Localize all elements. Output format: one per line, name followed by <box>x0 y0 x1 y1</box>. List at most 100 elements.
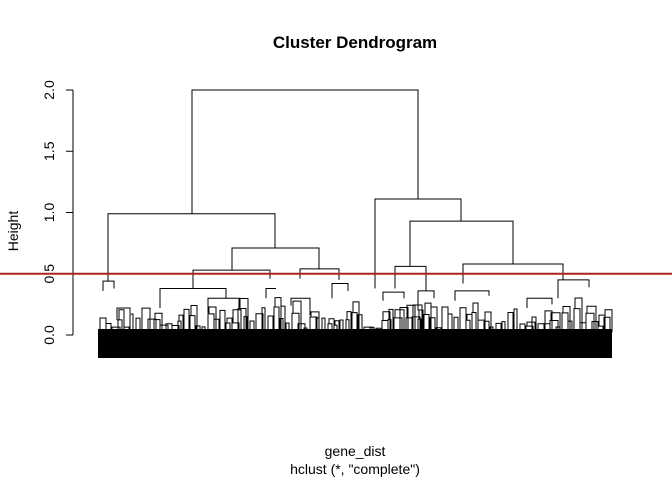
leaf-merge <box>393 317 403 335</box>
right-b-sub2 <box>526 297 553 309</box>
leaf-merge <box>603 316 611 335</box>
left-a-sub3 <box>265 287 276 299</box>
leaf-merge <box>147 318 157 335</box>
leaf-merge <box>339 319 344 335</box>
left-far-sub2 <box>116 307 131 321</box>
leaf-merge <box>135 317 141 335</box>
leaf-merge <box>405 317 414 335</box>
leaf-merge <box>574 297 583 333</box>
leaf-merge <box>129 313 134 335</box>
right-sub-merge <box>409 220 514 267</box>
leaf-merge <box>567 320 573 335</box>
leaf-merge <box>598 314 606 333</box>
right-main-merge <box>374 198 462 289</box>
leaf-merge <box>183 308 190 335</box>
leaf-merge <box>412 304 423 333</box>
left-b-sub <box>290 297 311 316</box>
y-tick-label: 2.0 <box>41 80 57 100</box>
y-tick-label: 1.5 <box>41 141 57 161</box>
left-a-sub2 <box>207 297 241 313</box>
leaf-merge <box>267 315 274 335</box>
leaf-merge <box>544 310 553 333</box>
dendrogram-branches <box>99 89 613 335</box>
leaf-merge <box>280 305 286 333</box>
leaf-merge <box>309 316 318 335</box>
leaf-merge <box>388 308 394 333</box>
right-a-merge <box>394 265 427 291</box>
leaf-merge <box>351 312 358 335</box>
leaf-band <box>98 329 612 358</box>
leaf-merge <box>501 321 506 335</box>
leaf-merge <box>352 301 360 333</box>
left-b-sub2 <box>331 283 349 299</box>
root-merge <box>191 89 419 214</box>
leaf-merge <box>549 319 559 335</box>
leaf-merge <box>237 307 247 335</box>
leaf-merge <box>507 312 514 335</box>
leaf-merge <box>345 319 350 335</box>
leaf-merge <box>334 320 340 333</box>
y-axis: 0.00.51.01.52.0 <box>41 80 74 345</box>
y-tick-label: 0.0 <box>41 325 57 345</box>
leaf-merge <box>238 297 249 333</box>
leaf-merge <box>423 313 430 335</box>
leaf-merge <box>382 311 391 333</box>
y-tick-label: 1.0 <box>41 203 57 223</box>
leaf-merge <box>213 318 220 335</box>
leaf-merge <box>465 319 471 335</box>
leaf-merge <box>189 315 196 335</box>
leaf-merge <box>261 307 266 335</box>
leaf-merge <box>232 309 242 333</box>
leaf-merge <box>117 319 123 335</box>
leaf-merge <box>118 309 125 333</box>
leaf-merge <box>526 321 536 333</box>
leaf-merge <box>429 317 436 335</box>
dendrogram-leaves <box>98 329 612 358</box>
y-axis-label: Height <box>5 211 21 252</box>
leaf-merge <box>346 311 352 333</box>
leaf-merge <box>562 306 571 333</box>
chart-title: Cluster Dendrogram <box>273 33 437 52</box>
right-a-sub2 <box>417 290 435 311</box>
leaf-merge <box>190 305 198 333</box>
leaf-merge <box>471 312 477 335</box>
leaf-merge <box>447 313 453 335</box>
x-axis-label: gene_dist <box>325 443 386 459</box>
leaf-merge <box>154 312 163 333</box>
right-a-sub <box>382 291 405 301</box>
leaf-merge <box>141 307 151 335</box>
leaf-merge <box>315 317 320 335</box>
leaf-merge <box>586 305 597 333</box>
leaf-merge <box>178 314 184 333</box>
leaf-merge <box>513 308 518 335</box>
left-far-sub <box>102 280 115 291</box>
leaf-merge <box>357 314 363 335</box>
leaf-merge <box>430 306 438 333</box>
x-axis-subtitle: hclust (*, "complete") <box>290 461 420 477</box>
right-b-sub3 <box>557 279 590 299</box>
leaf-merge <box>477 319 486 335</box>
leaf-merge <box>453 316 459 335</box>
leaf-merge <box>604 309 613 333</box>
leaf-merge <box>387 319 392 335</box>
leaf-merge <box>550 312 561 333</box>
left-sub-merge <box>231 247 320 271</box>
left-main-merge <box>107 213 276 282</box>
leaf-merge <box>255 313 264 335</box>
leaf-merge <box>399 307 409 335</box>
leaf-merge <box>472 302 479 333</box>
leaf-merge <box>208 306 217 333</box>
leaf-merge <box>484 311 492 333</box>
leaf-merge <box>321 317 326 335</box>
leaf-merge <box>243 316 248 335</box>
leaf-merge <box>483 320 490 335</box>
leaf-merge <box>418 309 424 333</box>
leaf-merge <box>231 322 240 335</box>
leaf-merge <box>249 320 255 335</box>
leaf-merge <box>573 308 581 335</box>
leaf-merge <box>279 318 284 335</box>
right-b-sub <box>454 290 490 301</box>
leaf-merge <box>411 316 421 335</box>
leaf-merge <box>531 316 537 335</box>
leaf-merge <box>219 309 226 335</box>
